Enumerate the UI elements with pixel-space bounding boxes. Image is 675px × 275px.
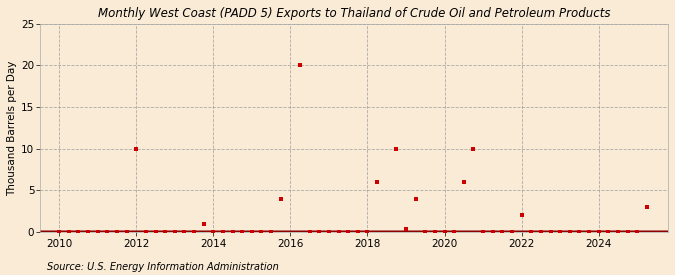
Point: [150, 230, 161, 234]
Point: [198, 221, 209, 226]
Point: [294, 63, 305, 68]
Point: [555, 230, 566, 234]
Point: [256, 230, 267, 234]
Point: [343, 230, 354, 234]
Point: [73, 230, 84, 234]
Point: [208, 230, 219, 234]
Point: [622, 230, 633, 234]
Point: [497, 230, 508, 234]
Point: [584, 230, 595, 234]
Point: [593, 230, 604, 234]
Point: [275, 196, 286, 201]
Point: [429, 230, 440, 234]
Point: [227, 230, 238, 234]
Point: [612, 230, 623, 234]
Point: [314, 230, 325, 234]
Point: [420, 230, 431, 234]
Title: Monthly West Coast (PADD 5) Exports to Thailand of Crude Oil and Petroleum Produ: Monthly West Coast (PADD 5) Exports to T…: [98, 7, 610, 20]
Point: [468, 147, 479, 151]
Point: [458, 180, 469, 184]
Point: [237, 230, 248, 234]
Point: [603, 230, 614, 234]
Point: [439, 230, 450, 234]
Point: [372, 180, 383, 184]
Point: [323, 230, 334, 234]
Point: [131, 147, 142, 151]
Point: [362, 230, 373, 234]
Point: [92, 230, 103, 234]
Point: [102, 230, 113, 234]
Point: [535, 230, 546, 234]
Point: [333, 230, 344, 234]
Point: [506, 230, 517, 234]
Point: [304, 230, 315, 234]
Point: [179, 230, 190, 234]
Point: [449, 230, 460, 234]
Point: [140, 230, 151, 234]
Point: [564, 230, 575, 234]
Text: Source: U.S. Energy Information Administration: Source: U.S. Energy Information Administ…: [47, 262, 279, 272]
Y-axis label: Thousand Barrels per Day: Thousand Barrels per Day: [7, 60, 17, 196]
Point: [574, 230, 585, 234]
Point: [217, 230, 228, 234]
Point: [160, 230, 171, 234]
Point: [63, 230, 74, 234]
Point: [545, 230, 556, 234]
Point: [641, 205, 652, 209]
Point: [246, 230, 257, 234]
Point: [516, 213, 527, 218]
Point: [54, 230, 65, 234]
Point: [169, 230, 180, 234]
Point: [111, 230, 122, 234]
Point: [410, 196, 421, 201]
Point: [122, 230, 132, 234]
Point: [478, 230, 489, 234]
Point: [391, 147, 402, 151]
Point: [266, 230, 277, 234]
Point: [487, 230, 498, 234]
Point: [400, 227, 411, 232]
Point: [188, 230, 199, 234]
Point: [352, 230, 363, 234]
Point: [82, 230, 93, 234]
Point: [526, 230, 537, 234]
Point: [632, 230, 643, 234]
